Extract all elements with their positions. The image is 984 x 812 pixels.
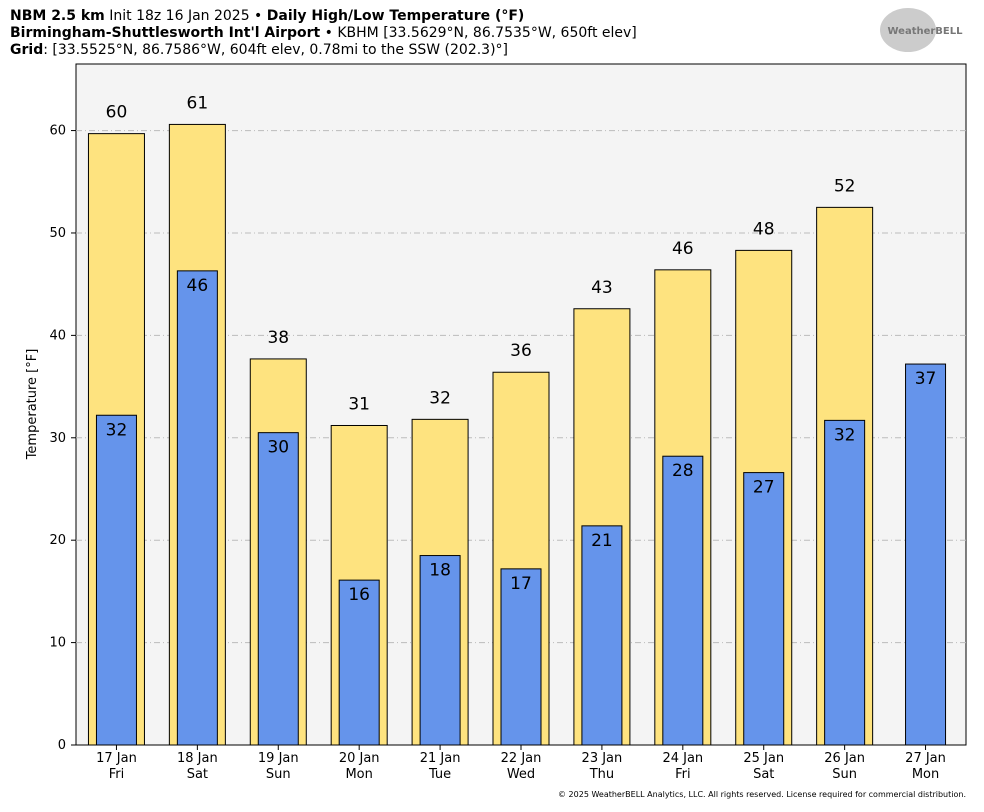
x-tick-label: 23 Jan [582,751,623,766]
station: Birmingham-Shuttlesworth Int'l Airport [10,25,320,41]
bar [419,555,461,746]
x-tick-label: 22 Jan [501,751,542,766]
value-label: 27 [753,478,775,498]
x-tick-day: Mon [912,767,939,782]
value-label: 60 [106,103,128,123]
y-tick-label: 10 [49,636,66,651]
value-label: 46 [672,239,694,259]
x-tick-label: 24 Jan [662,751,703,766]
bar [500,568,542,746]
value-label: 16 [348,585,370,605]
product: Daily High/Low Temperature (°F) [267,8,525,24]
header-line-1: NBM 2.5 km Init 18z 16 Jan 2025 • Daily … [10,8,524,24]
value-label: 21 [591,531,613,551]
x-tick-day: Fri [675,767,691,782]
value-label: 43 [591,278,613,298]
x-tick-day: Sat [753,767,774,782]
logo-icon [880,8,936,52]
value-label: 17 [510,574,532,594]
init: Init 18z 16 Jan 2025 • [109,8,262,24]
x-tick-day: Sun [266,767,291,782]
grid-label: Grid [10,42,43,58]
value-label: 48 [753,219,775,239]
value-label: 46 [187,276,209,296]
y-tick-label: 40 [49,328,66,343]
value-label: 31 [348,394,370,414]
y-tick-label: 30 [49,431,66,446]
y-tick-label: 60 [49,124,66,139]
bar [662,455,704,746]
value-label: 30 [267,438,289,458]
bar [581,525,623,746]
x-tick-day: Sat [187,767,208,782]
x-tick-label: 21 Jan [420,751,461,766]
x-tick-label: 25 Jan [743,751,784,766]
station-info: • KBHM [33.5629°N, 86.7535°W, 650ft elev… [325,25,637,41]
header-line-3: Grid: [33.5525°N, 86.7586°W, 604ft elev,… [10,42,508,58]
x-tick-day: Thu [589,767,614,782]
footer: © 2025 WeatherBELL Analytics, LLC. All r… [558,790,966,799]
value-label: 37 [915,369,937,389]
x-tick-day: Wed [507,767,535,782]
bar [905,363,947,746]
value-label: 28 [672,461,694,481]
x-tick-day: Fri [109,767,125,782]
bar [95,414,137,746]
x-tick-label: 27 Jan [905,751,946,766]
bar [338,579,380,746]
y-tick-label: 20 [49,533,66,548]
x-tick-day: Sun [832,767,857,782]
x-tick-label: 18 Jan [177,751,218,766]
x-tick-label: 19 Jan [258,751,299,766]
y-tick-label: 50 [49,226,66,241]
bar [257,432,299,746]
bar [743,472,785,746]
header-line-2: Birmingham-Shuttlesworth Int'l Airport •… [10,25,637,41]
value-label: 32 [429,388,451,408]
grid-info: : [33.5525°N, 86.7586°W, 604ft elev, 0.7… [43,42,508,58]
y-axis-label: Temperature [°F] [25,349,40,461]
value-label: 52 [834,176,856,196]
logo: WeatherBELL [887,26,963,37]
value-label: 32 [834,425,856,445]
value-label: 38 [267,328,289,348]
x-tick-label: 20 Jan [339,751,380,766]
value-label: 18 [429,561,451,581]
x-tick-label: 26 Jan [824,751,865,766]
bar [824,419,866,746]
value-label: 61 [187,93,209,113]
x-tick-day: Tue [428,767,451,782]
bar [176,270,218,746]
value-label: 36 [510,341,532,361]
x-tick-label: 17 Jan [96,751,137,766]
value-label: 32 [106,420,128,440]
x-tick-day: Mon [345,767,372,782]
y-tick-label: 0 [58,738,66,753]
model: NBM 2.5 km [10,8,105,24]
